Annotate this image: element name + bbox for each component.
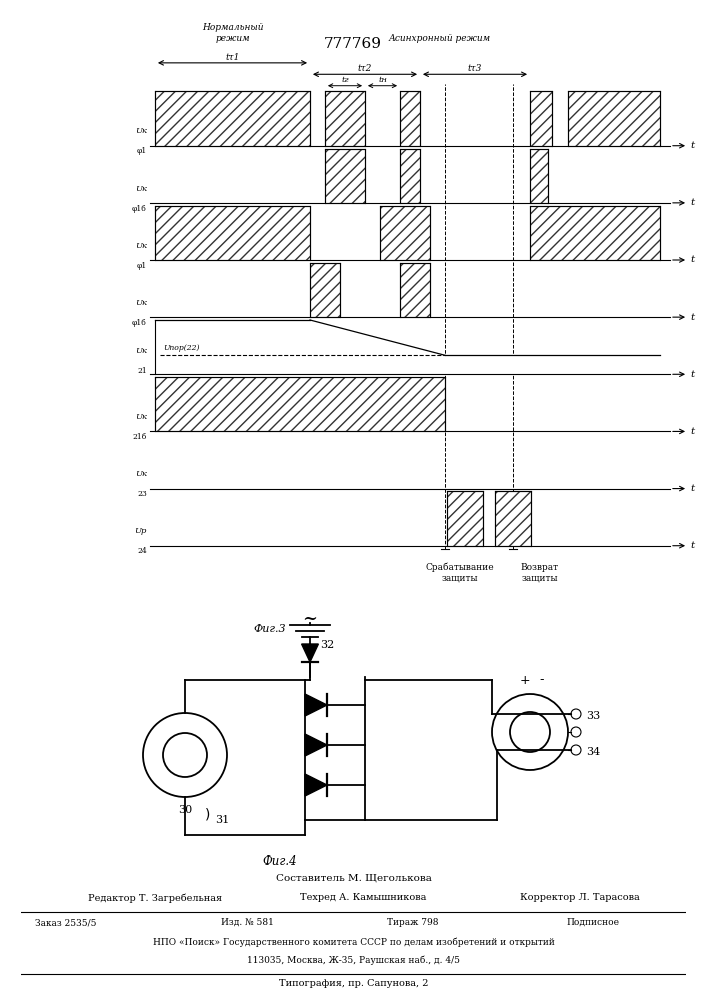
Text: -: - [539,674,544,686]
Text: φ1б: φ1б [132,205,147,213]
Text: 34: 34 [586,747,600,757]
Text: 30: 30 [178,805,192,815]
Text: Uк: Uк [135,413,147,421]
Text: t: t [690,255,694,264]
Text: Редактор Т. Загребельная: Редактор Т. Загребельная [88,893,222,903]
Text: Асинхронный режим: Асинхронный режим [389,34,491,43]
Text: tτ3: tτ3 [468,64,482,73]
Text: Составитель М. Щеголькова: Составитель М. Щеголькова [276,874,431,883]
Text: Uк: Uк [135,347,147,355]
Text: tτ2: tτ2 [358,64,372,73]
Text: Нормальный
режим: Нормальный режим [201,23,263,43]
Text: Фиг.4: Фиг.4 [263,855,298,868]
Text: tн: tн [378,76,387,84]
Polygon shape [155,320,660,374]
Text: +: + [520,674,530,686]
Text: Срабатывание
защиты: Срабатывание защиты [426,563,494,583]
Text: ): ) [205,808,211,822]
Bar [447,491,483,546]
Bar [155,377,445,431]
Bar [530,91,552,146]
Text: Подписное: Подписное [566,918,619,927]
Text: ~: ~ [303,610,317,628]
Bar [400,149,420,203]
Text: 24: 24 [137,547,147,555]
Bar [325,91,365,146]
Text: Uк: Uк [135,185,147,193]
Text: 33: 33 [586,711,600,721]
Text: t: t [690,484,694,493]
Text: 777769: 777769 [324,37,382,51]
Bar [400,263,430,317]
Bar [400,91,420,146]
Text: Фиг.3: Фиг.3 [254,624,286,634]
Text: Uк: Uк [135,470,147,478]
Text: НПО «Поиск» Государственного комитета СССР по делам изобретений и открытий: НПО «Поиск» Государственного комитета СС… [153,938,554,947]
Polygon shape [305,774,327,796]
Text: 23: 23 [137,490,147,498]
Text: φ1: φ1 [136,262,147,270]
Text: φ1б: φ1б [132,319,147,327]
Text: 32: 32 [320,640,334,650]
Text: tτ1: tτ1 [226,52,240,61]
Text: Корректор Л. Тарасова: Корректор Л. Тарасова [520,893,639,902]
Text: Uпор(22): Uпор(22) [163,344,199,352]
Text: Uк: Uк [135,127,147,135]
Text: Изд. № 581: Изд. № 581 [221,918,274,927]
Text: t: t [690,198,694,207]
Text: t: t [690,141,694,150]
Text: φ1: φ1 [136,147,147,155]
Text: Заказ 2535/5: Заказ 2535/5 [35,918,96,927]
Text: t: t [690,427,694,436]
Polygon shape [305,734,327,756]
Text: t: t [690,541,694,550]
Text: 31: 31 [215,815,229,825]
Text: Техред А. Камышникова: Техред А. Камышникова [300,893,427,902]
Text: Uк: Uк [135,242,147,250]
Text: Uр: Uр [134,527,147,535]
Polygon shape [302,644,318,662]
Text: t: t [690,313,694,322]
Bar [380,206,430,260]
Text: 113035, Москва, Ж-35, Раушская наб., д. 4/5: 113035, Москва, Ж-35, Раушская наб., д. … [247,956,460,965]
Bar [155,206,310,260]
Text: Возврат
защиты: Возврат защиты [521,563,559,582]
Bar [530,206,660,260]
Text: t: t [690,370,694,379]
Bar [568,91,660,146]
Bar [325,149,365,203]
Bar [495,491,531,546]
Bar [155,91,310,146]
Text: Тираж 798: Тираж 798 [387,918,438,927]
Text: Uк: Uк [135,299,147,307]
Polygon shape [305,694,327,716]
Text: tг: tг [341,76,349,84]
Text: 21: 21 [137,367,147,375]
Text: 21б: 21б [133,433,147,441]
Text: Типография, пр. Сапунова, 2: Типография, пр. Сапунова, 2 [279,979,428,988]
Bar [530,149,548,203]
Bar [310,263,340,317]
